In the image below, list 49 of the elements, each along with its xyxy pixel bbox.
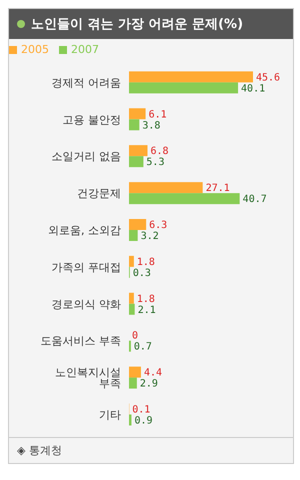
y-tick-label: 경제적 어려움 (52, 76, 121, 90)
data-label: 0 (132, 330, 138, 342)
data-label: 2.9 (140, 378, 158, 390)
data-label: 45.6 (256, 72, 280, 84)
y-tick-label: 외로움, 소외감 (48, 224, 121, 237)
y-tick-label: 건강문제 (77, 187, 121, 200)
y-tick-label: 고용 불안정 (62, 113, 121, 126)
data-label: 0.9 (134, 415, 153, 426)
data-label: 5.3 (146, 157, 164, 168)
y-tick-label: 소일거리 없음 (52, 150, 121, 164)
bar (129, 292, 134, 304)
chart-title: 노인들이 겪는 가장 어려운 문제(%) (9, 9, 293, 39)
data-label: 3.8 (142, 120, 160, 132)
data-label: 6.1 (148, 109, 167, 120)
y-tick-label: 도움서비스 부족 (40, 334, 121, 348)
bar (129, 366, 141, 378)
bar (129, 108, 146, 120)
y-tick-label: 노인복지시설 부족 (55, 366, 121, 390)
data-label: 0.7 (134, 342, 152, 353)
data-label: 0.3 (132, 268, 151, 279)
bar (129, 218, 146, 230)
bar (129, 230, 138, 241)
legend-label: 2007 (71, 43, 99, 56)
bar (129, 156, 144, 168)
bar (129, 304, 135, 315)
data-label: 6.8 (150, 146, 169, 158)
data-label: 4.4 (144, 368, 162, 379)
bar (129, 193, 240, 204)
data-label: 1.8 (136, 294, 155, 305)
y-tick-label: 가족의 푸대접 (52, 260, 121, 274)
data-label: 3.2 (140, 230, 159, 242)
data-label: 40.7 (242, 194, 267, 206)
bar (129, 182, 203, 194)
bar (129, 71, 253, 82)
data-label: 2.1 (138, 304, 156, 316)
data-label: 6.3 (149, 220, 168, 231)
data-label: 1.8 (136, 256, 155, 268)
bar (129, 119, 140, 130)
y-tick-label: 기타 (99, 408, 121, 422)
legend-label: 2005 (21, 43, 49, 56)
text: ◈ 통계청 (17, 444, 62, 457)
data-label: 40.1 (241, 83, 266, 94)
y-tick-label: 경로의식 약화 (52, 298, 121, 311)
data-label: 0.1 (132, 404, 150, 416)
bar (129, 82, 238, 94)
bar (129, 256, 134, 267)
bar (129, 378, 137, 389)
bar (129, 145, 148, 156)
data-label: 27.1 (206, 183, 230, 194)
